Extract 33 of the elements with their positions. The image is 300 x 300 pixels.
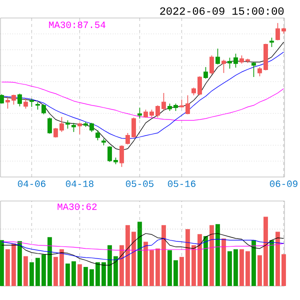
bar xyxy=(270,240,274,286)
bar xyxy=(0,240,4,286)
bar xyxy=(137,222,142,286)
candlestick xyxy=(95,130,100,141)
bar xyxy=(216,224,220,286)
candlestick xyxy=(215,48,220,65)
bar xyxy=(77,264,82,286)
x-tick-label: 05-16 xyxy=(168,180,196,188)
text: MA30:62 xyxy=(58,203,97,210)
candlestick xyxy=(270,37,274,48)
x-tick-label: 06-09 xyxy=(270,180,298,188)
bar xyxy=(252,240,256,286)
candlestick xyxy=(203,66,208,80)
candlestick xyxy=(137,107,142,119)
candlestick xyxy=(17,93,22,107)
bar xyxy=(222,238,226,286)
candlestick xyxy=(222,59,226,74)
candlestick xyxy=(77,122,82,135)
x-tick-label: 04-06 xyxy=(18,180,46,188)
text: MA30:87.54 xyxy=(49,22,106,28)
candlestick xyxy=(47,117,52,134)
candlestick xyxy=(119,144,124,168)
candlestick xyxy=(71,122,76,132)
bar xyxy=(23,256,28,286)
candlestick xyxy=(209,55,214,75)
x-tick-label: 04-18 xyxy=(66,180,94,188)
candlestick xyxy=(23,98,28,110)
candlestick xyxy=(252,62,256,78)
bar xyxy=(210,225,214,286)
bar xyxy=(203,236,208,286)
chart-title: 2022-06-09 15:00:00 xyxy=(160,7,284,15)
x-tick-label: 05-05 xyxy=(126,180,154,188)
bar xyxy=(17,241,22,286)
